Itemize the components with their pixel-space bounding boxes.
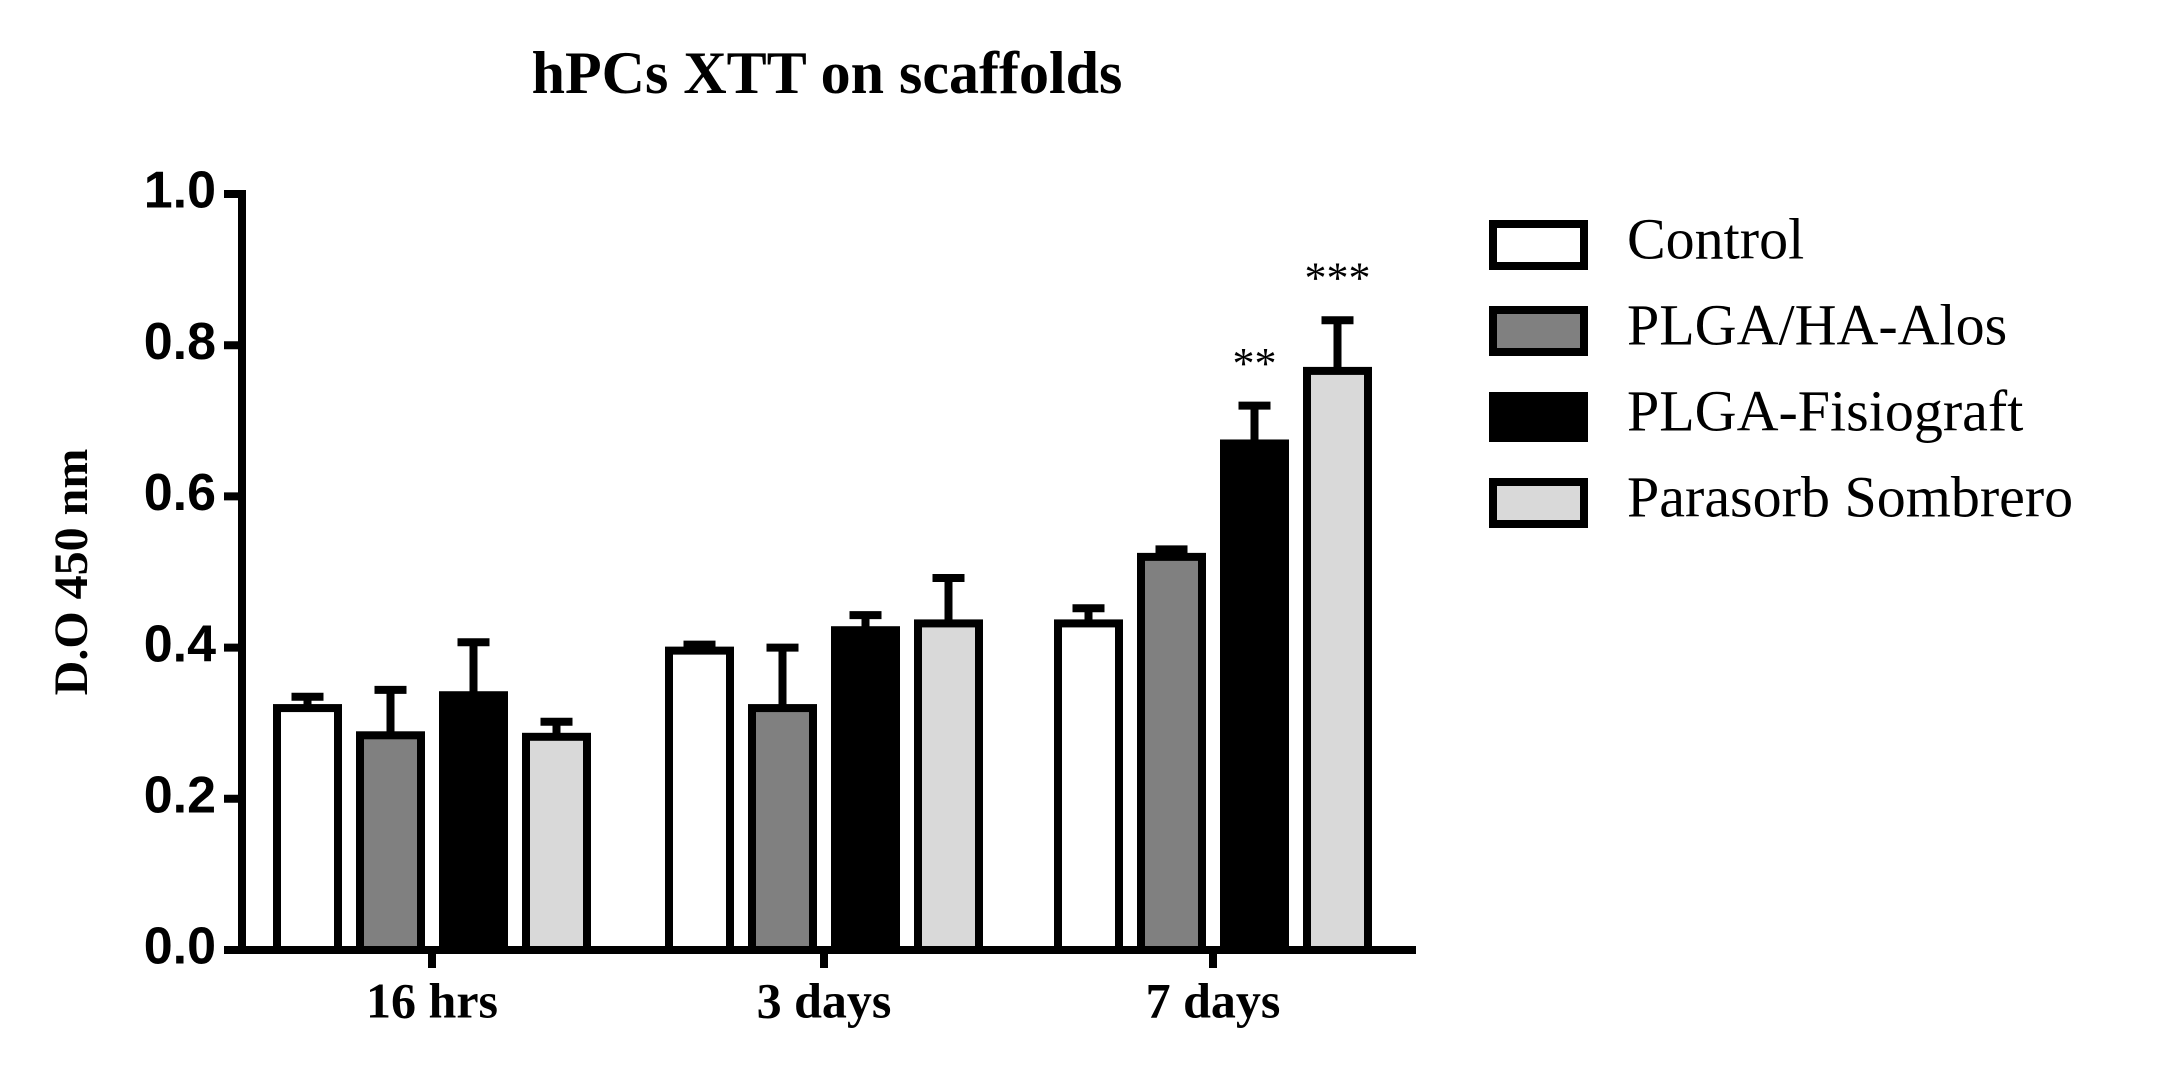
legend-label: PLGA-Fisiograft: [1627, 378, 2023, 443]
legend-label: PLGA/HA-Alos: [1627, 292, 2007, 357]
y-tick-label: 0.0: [144, 918, 216, 976]
bar: [356, 731, 425, 955]
bar: [1054, 619, 1123, 955]
bar: [914, 619, 983, 955]
legend-swatch: [1489, 306, 1588, 356]
y-tick-label: 1.0: [144, 162, 216, 220]
bar: [1303, 366, 1372, 954]
x-tick-label: 7 days: [1146, 972, 1281, 1028]
bar: [522, 732, 591, 954]
significance-label: **: [1233, 339, 1277, 388]
legend-swatch: [1489, 220, 1588, 270]
bar: [439, 691, 508, 955]
bar: [1220, 439, 1289, 954]
x-tick-label: 16 hrs: [366, 972, 498, 1028]
bar: [831, 626, 900, 954]
bar: [748, 704, 817, 955]
bar: [665, 646, 734, 955]
legend-swatch: [1489, 478, 1588, 528]
bar: [273, 704, 342, 955]
y-axis-label: D.O 450 nm: [45, 449, 98, 696]
y-tick-label: 0.4: [144, 615, 216, 673]
y-tick-label: 0.2: [144, 767, 216, 825]
legend-swatch: [1489, 392, 1588, 442]
legend-label: Control: [1627, 206, 1804, 271]
legend-label: Parasorb Sombrero: [1627, 464, 2073, 529]
y-tick-label: 0.6: [144, 464, 216, 522]
bar: [1137, 552, 1206, 954]
x-tick-label: 3 days: [757, 972, 892, 1028]
significance-label: ***: [1305, 253, 1371, 302]
chart-title: hPCs XTT on scaffolds: [532, 40, 1123, 106]
y-tick-label: 0.8: [144, 313, 216, 371]
